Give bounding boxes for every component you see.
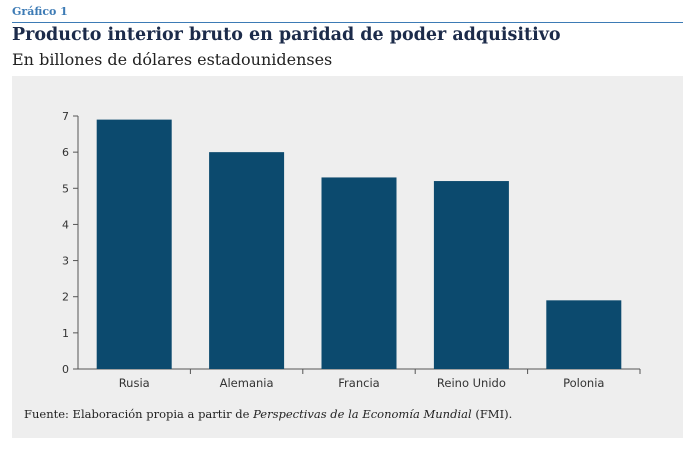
chart-subtitle: En billones de dólares estadounidenses: [12, 50, 333, 69]
y-tick-label: 4: [62, 218, 69, 231]
figure-label: Gráfico 1: [12, 5, 68, 18]
bar: [321, 177, 397, 369]
y-tick-label: 1: [62, 327, 69, 340]
header-divider: [12, 22, 683, 23]
bar: [546, 300, 622, 369]
bar: [96, 119, 172, 369]
y-tick-label: 7: [62, 110, 69, 123]
source-suffix: (FMI).: [471, 407, 513, 421]
x-tick-label: Polonia: [563, 376, 604, 390]
chart-title: Producto interior bruto en paridad de po…: [12, 25, 561, 45]
x-tick-label: Rusia: [119, 376, 150, 390]
x-tick-label: Alemania: [220, 376, 274, 390]
bar: [209, 152, 285, 369]
source-note: Fuente: Elaboración propia a partir de P…: [24, 407, 512, 421]
x-tick-label: Reino Unido: [437, 376, 506, 390]
y-tick-label: 5: [62, 182, 69, 195]
y-tick-label: 3: [62, 255, 69, 268]
bar: [433, 181, 509, 369]
y-tick-label: 2: [62, 291, 69, 304]
source-prefix: Fuente: Elaboración propia a partir de: [24, 407, 254, 421]
source-publication: Perspectivas de la Economía Mundial: [253, 407, 472, 421]
y-tick-label: 6: [62, 146, 69, 159]
x-tick-label: Francia: [338, 376, 379, 390]
y-tick-label: 0: [62, 363, 69, 376]
